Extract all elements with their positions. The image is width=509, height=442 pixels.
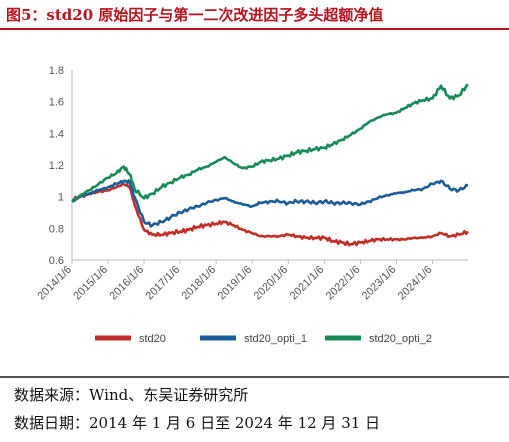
x-tick-label: 2020/1/6 [252, 264, 291, 303]
x-tick-label: 2015/1/6 [71, 264, 110, 303]
footer-divider [0, 376, 509, 378]
y-tick-label: 1.6 [49, 97, 64, 109]
x-tick-label: 2022/1/6 [324, 264, 363, 303]
figure-title: 图5：std20 原始因子与第一二次改进因子多头超额净值 [6, 6, 384, 24]
x-tick-label: 2024/1/6 [396, 264, 435, 303]
series-line-std20_opti_2 [71, 83, 469, 203]
legend-label: std20 [139, 333, 166, 345]
x-tick-label: 2016/1/6 [107, 264, 146, 303]
y-tick-label: 1 [58, 192, 64, 204]
y-tick-label: 1.8 [49, 65, 64, 77]
y-tick-label: 1.4 [49, 128, 64, 140]
series-line-std20_opti_1 [71, 179, 469, 228]
y-tick-label: 1.2 [49, 160, 64, 172]
legend-label: std20_opti_1 [244, 333, 307, 345]
y-tick-label: 0.8 [49, 223, 64, 235]
line-chart: 0.6 0.8 1 1.2 1.4 1.6 1.8 2014/1/62015/1/62016/… [35, 65, 470, 345]
legend-label: std20_opti_2 [369, 333, 432, 345]
x-tick-label: 2017/1/6 [144, 264, 183, 303]
source-note: 数据来源：Wind、东吴证券研究所 [14, 386, 249, 404]
date-note: 数据日期：2014 年 1 月 6 日至 2024 年 12 月 31 日 [14, 414, 381, 432]
x-tick-label: 2019/1/6 [216, 264, 255, 303]
chart-area: 0.6 0.8 1 1.2 1.4 1.6 1.8 2014/1/6 2015/1/6 2016/… [0, 34, 509, 374]
x-tick-label: 2021/1/6 [288, 264, 327, 303]
x-tick-label: 2018/1/6 [180, 264, 219, 303]
y-tick-label: 0.6 [49, 255, 64, 267]
title-divider [0, 28, 509, 30]
x-tick-label: 2014/1/6 [35, 264, 74, 303]
series-line-std20 [71, 182, 470, 247]
x-tick-label: 2023/1/6 [360, 264, 399, 303]
